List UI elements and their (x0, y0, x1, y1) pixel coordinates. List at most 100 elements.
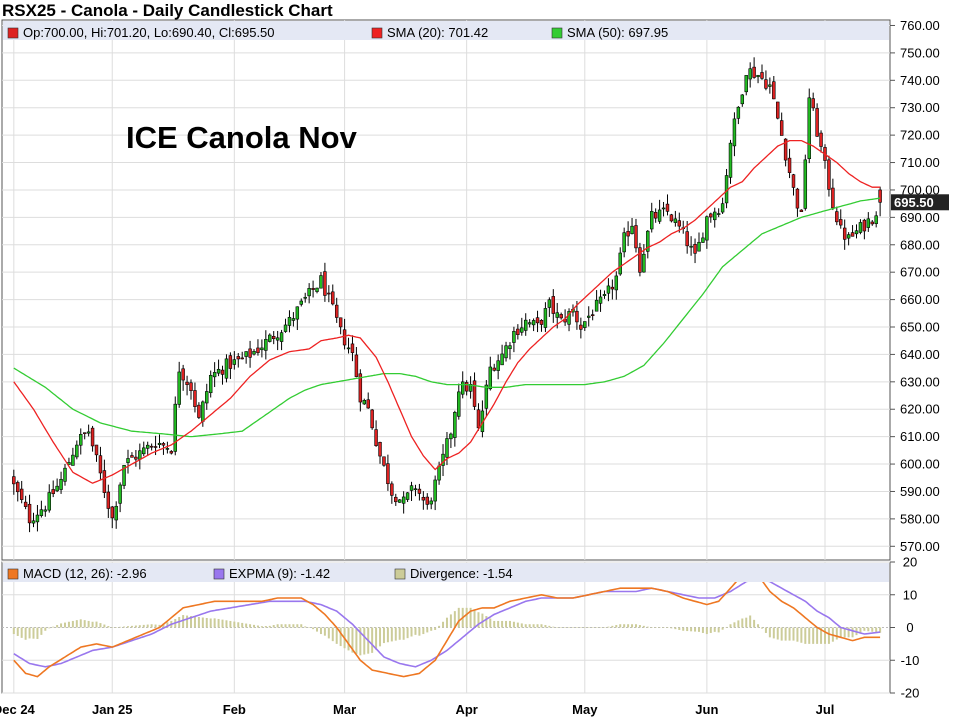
candle-body (819, 132, 823, 147)
candle-body (587, 315, 591, 318)
divergence-bar (158, 624, 161, 628)
divergence-bar (524, 624, 527, 628)
candle-body (795, 188, 800, 209)
divergence-bar (280, 624, 283, 628)
divergence-bar (442, 621, 445, 628)
macd-tick-label: -20 (901, 686, 920, 701)
divergence-bar (757, 624, 760, 628)
divergence-bar (666, 627, 669, 628)
divergence-bar (402, 627, 405, 640)
candle-body (142, 447, 146, 455)
candle-body (646, 230, 650, 252)
divergence-bar (607, 626, 610, 628)
candle-body (401, 496, 406, 504)
candle-body (315, 287, 319, 292)
candle-body (476, 409, 481, 429)
candle-body (650, 211, 654, 230)
divergence-bar (375, 627, 378, 650)
candle-body (433, 479, 437, 502)
divergence-bar (638, 625, 641, 628)
price-tick-label: 620.00 (900, 402, 940, 417)
candle-body (307, 288, 311, 297)
divergence-bar (556, 627, 559, 628)
divergence-bar (611, 625, 614, 628)
divergence-bar (827, 627, 830, 644)
candle-body (271, 335, 276, 340)
divergence-bar (764, 627, 767, 633)
candle-body (787, 157, 792, 173)
macd-tick-label: 10 (903, 587, 917, 602)
divergence-bar (422, 627, 425, 635)
divergence-bar (859, 627, 862, 633)
x-tick-label: Feb (223, 702, 246, 717)
candle-body (689, 245, 693, 248)
divergence-bar (508, 620, 511, 628)
divergence-legend-swatch (394, 568, 406, 580)
candle-body (567, 311, 571, 325)
divergence-bar (733, 622, 736, 628)
divergence-bar (520, 623, 523, 628)
candle-body (516, 328, 520, 335)
divergence-bar (481, 613, 484, 628)
candle-body (500, 353, 504, 366)
candle-body (815, 108, 819, 137)
divergence-bar (505, 620, 508, 628)
candle-body (874, 215, 878, 224)
candle-body (594, 299, 599, 312)
divergence-bar (272, 625, 275, 628)
candle-body (622, 232, 626, 253)
candle-body (342, 329, 347, 346)
divergence-bar (615, 625, 618, 628)
divergence-bar (245, 623, 248, 628)
candle-body (390, 483, 394, 496)
price-tick-label: 650.00 (900, 320, 940, 335)
candle-body (287, 316, 292, 326)
candle-body (453, 412, 457, 438)
divergence-bar (804, 627, 807, 644)
divergence-bar (71, 620, 74, 628)
candle-body (417, 488, 422, 494)
candle-body (508, 345, 512, 350)
expma-legend-swatch (213, 568, 225, 580)
price-tick-label: 720.00 (900, 128, 940, 143)
macd-tick-label: 20 (903, 555, 917, 570)
candle-body (583, 321, 587, 328)
divergence-bar (40, 627, 43, 635)
divergence-bar (631, 624, 634, 628)
candle-body (193, 390, 197, 407)
divergence-bar (591, 627, 594, 628)
divergence-bar (123, 626, 126, 628)
candle-body (346, 347, 351, 350)
candle-body (122, 465, 126, 486)
divergence-bar (355, 627, 358, 654)
divergence-bar (79, 619, 82, 628)
candle-body (850, 232, 855, 237)
x-tick-label: Dec 24 (0, 702, 36, 717)
expma-legend-label: EXPMA (9): -1.42 (229, 566, 330, 581)
candle-body (846, 234, 851, 239)
candle-body (441, 453, 445, 466)
divergence-bar (83, 620, 86, 628)
candle-body (386, 463, 390, 485)
candle-body (59, 478, 63, 490)
divergence-bar (701, 627, 704, 633)
candle-body (531, 320, 536, 326)
candle-body (709, 213, 713, 218)
candle-body (248, 348, 252, 358)
candle-body (334, 304, 339, 318)
divergence-bar (768, 627, 771, 638)
candle-body (799, 209, 804, 212)
candle-body (86, 431, 91, 434)
divergence-bar (229, 620, 232, 628)
divergence-bar (107, 626, 110, 628)
candle-body (252, 351, 256, 355)
divergence-bar (296, 624, 299, 628)
candle-body (720, 203, 725, 213)
candle-body (610, 286, 615, 290)
price-tick-label: 740.00 (900, 73, 940, 88)
divergence-bar (737, 620, 740, 628)
divergence-bar (575, 627, 578, 628)
divergence-bar (351, 627, 354, 653)
divergence-bar (382, 627, 385, 644)
divergence-bar (276, 624, 279, 628)
